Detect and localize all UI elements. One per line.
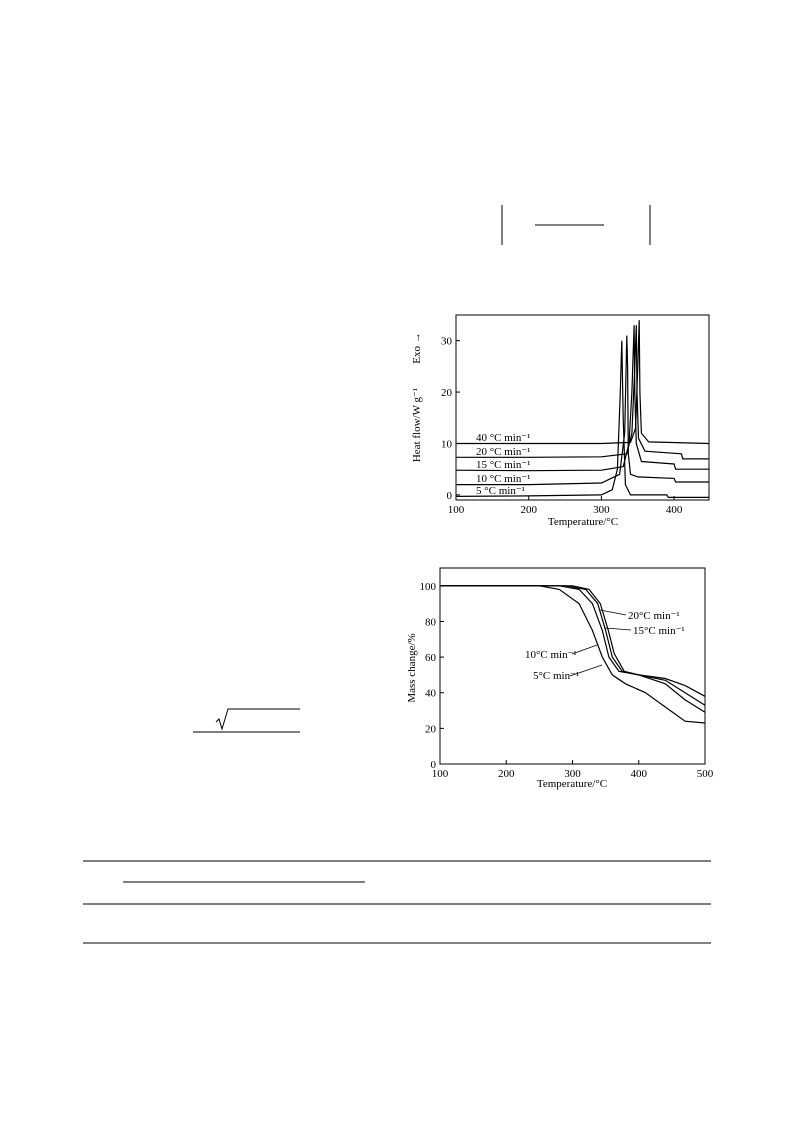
- series-line: [455, 340, 709, 498]
- x-tick-label: 200: [498, 768, 515, 780]
- callout: [571, 644, 598, 655]
- callout: [569, 664, 603, 677]
- series-line: [440, 585, 706, 706]
- y-tick-label: 10: [441, 438, 453, 450]
- y-tick-label: 40: [425, 688, 437, 700]
- x-tick-label: 500: [697, 768, 714, 780]
- y-tick-label: 30: [441, 336, 453, 348]
- series-label: 15 °C min⁻¹: [476, 459, 530, 471]
- x-axis-label: Temperature/°C: [548, 516, 618, 528]
- sqrt-sign: [215, 708, 300, 731]
- y-tick-label: 20: [441, 387, 453, 399]
- x-tick-label: 400: [631, 768, 648, 780]
- series-line: [440, 585, 706, 713]
- callout: [599, 609, 627, 616]
- series-label: 5 °C min⁻¹: [476, 485, 525, 497]
- series-label: 5°C min⁻¹: [533, 670, 579, 682]
- x-tick-label: 100: [432, 768, 449, 780]
- y-axis-label: Mass change/%: [406, 633, 418, 702]
- y-tick-label: 0: [431, 759, 437, 771]
- y-tick-label: 100: [420, 581, 437, 593]
- y-tick-label: 20: [425, 723, 437, 735]
- series-label: 10°C min⁻¹: [525, 649, 577, 661]
- x-tick-label: 300: [564, 768, 581, 780]
- series-label: 20°C min⁻¹: [628, 610, 680, 622]
- series-line: [456, 335, 709, 486]
- series-line: [440, 585, 706, 724]
- series-label: 20 °C min⁻¹: [476, 446, 530, 458]
- series-label: 15°C min⁻¹: [633, 625, 685, 637]
- y-tick-label: 60: [425, 652, 437, 664]
- plot-frame: [455, 314, 710, 501]
- series-line: [456, 325, 709, 460]
- annotation: Exo →: [411, 332, 423, 363]
- x-tick-label: 200: [520, 504, 537, 516]
- series-line: [455, 325, 709, 472]
- x-axis-label: Temperature/°C: [537, 778, 607, 790]
- series-label: 40 °C min⁻¹: [476, 432, 530, 444]
- series-line: [456, 320, 710, 445]
- x-tick-label: 400: [666, 504, 683, 516]
- y-tick-label: 80: [425, 616, 437, 628]
- x-tick-label: 100: [448, 504, 465, 516]
- y-axis-label: Heat flow/W g⁻¹: [411, 388, 423, 462]
- y-tick-label: 0: [447, 490, 453, 502]
- series-line: [440, 585, 706, 697]
- callout: [604, 627, 632, 631]
- series-label: 10 °C min⁻¹: [476, 473, 530, 485]
- x-tick-label: 300: [593, 504, 610, 516]
